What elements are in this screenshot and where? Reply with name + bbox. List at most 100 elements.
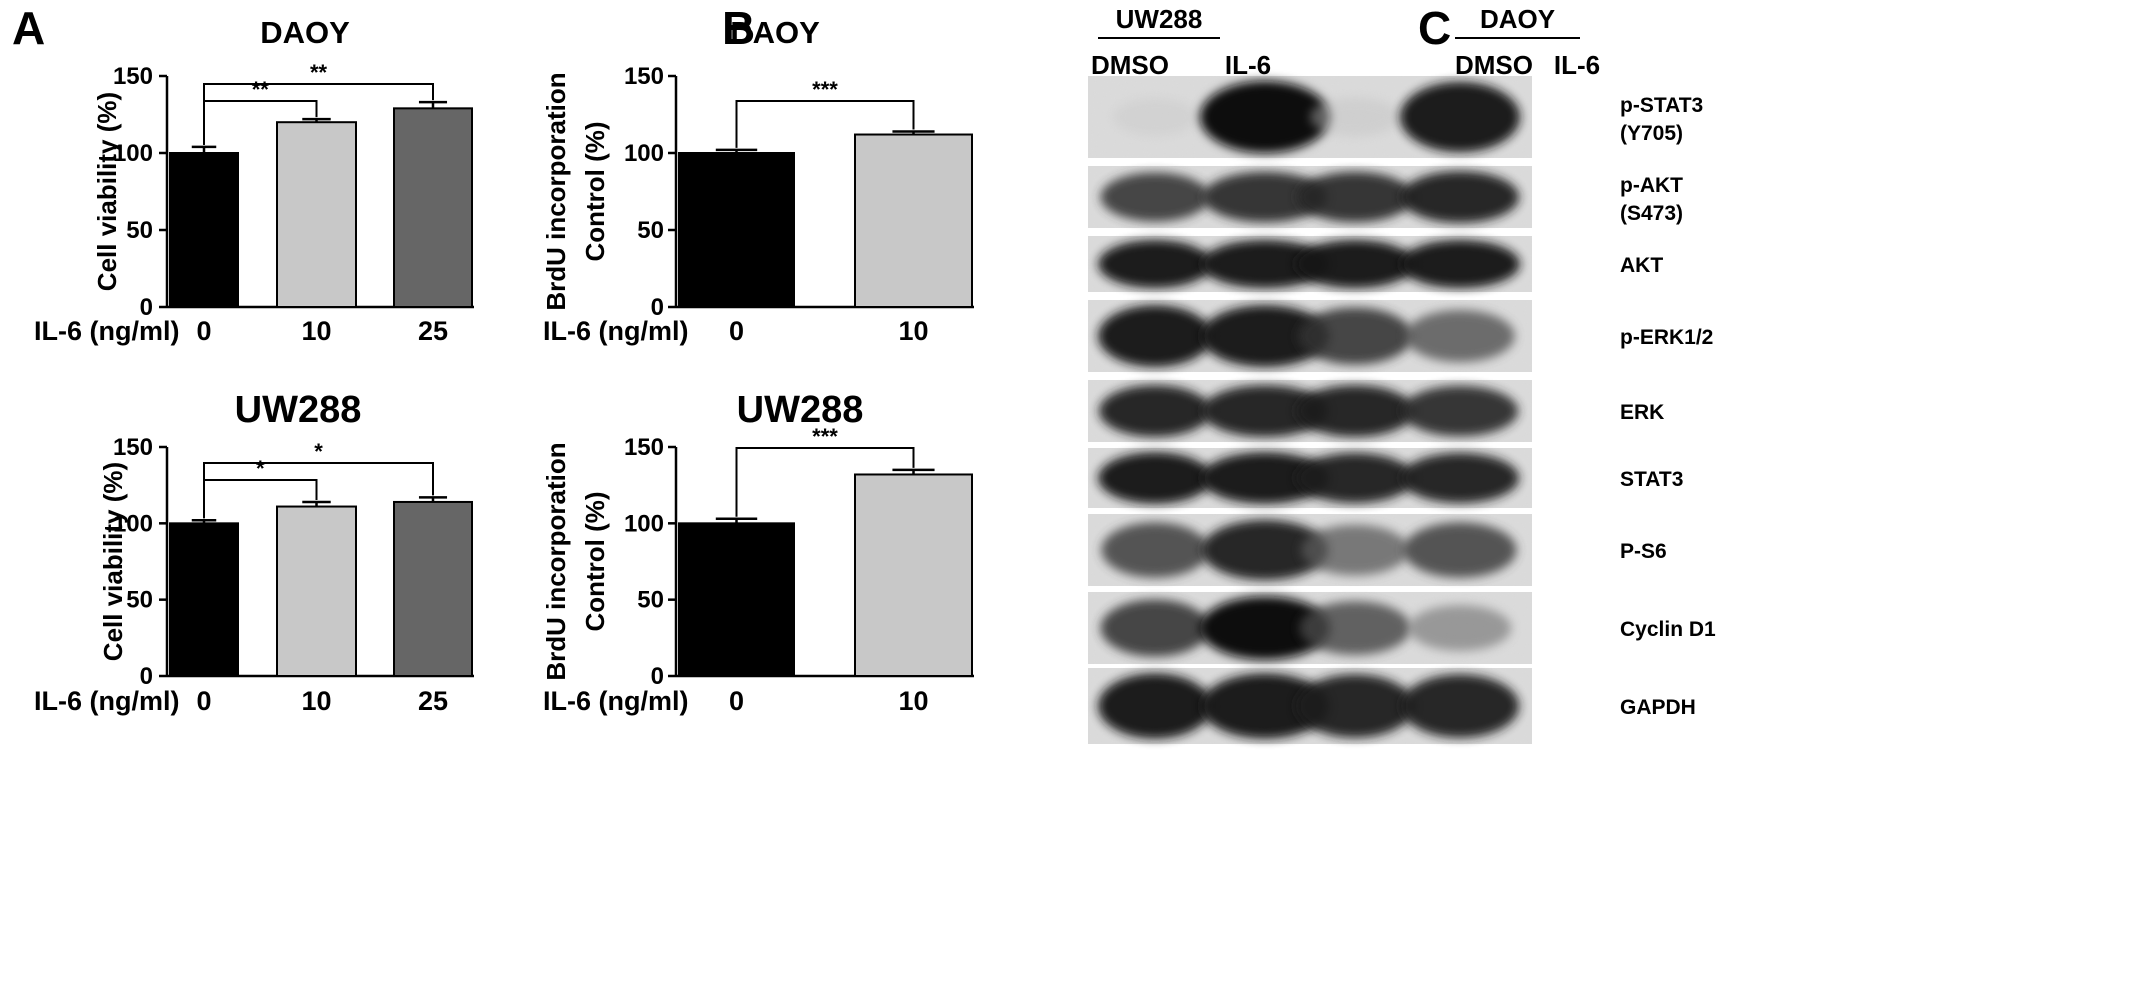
blot-row-label: p-AKT	[1620, 174, 1683, 197]
y-tick-label: 100	[624, 510, 664, 537]
bar-10	[276, 121, 357, 308]
category-label: 0	[729, 686, 744, 716]
blot-band	[1200, 305, 1330, 367]
significance-label: ***	[812, 77, 838, 102]
blot-band	[1400, 452, 1520, 504]
blot-band	[1296, 171, 1414, 223]
bar-10	[854, 133, 973, 308]
lane-label: IL-6	[1225, 50, 1271, 80]
blot-row: p-ERK1/2	[1088, 300, 1713, 372]
blot-band	[1112, 98, 1198, 136]
blot-row: Cyclin D1	[1088, 592, 1716, 664]
blot-band	[1202, 171, 1328, 223]
y-tick-label: 0	[140, 663, 153, 690]
y-tick-label: 150	[113, 63, 153, 90]
significance-label: **	[310, 60, 328, 85]
y-tick-label: 50	[126, 217, 153, 244]
blot-band	[1301, 524, 1409, 576]
y-axis-title: Cell viability (%)	[92, 92, 122, 291]
blot-band	[1100, 599, 1210, 657]
blot-band	[1100, 172, 1210, 222]
category-label: 25	[418, 686, 448, 716]
category-label: 0	[196, 316, 211, 346]
blot-band	[1199, 80, 1331, 154]
chart-title: UW288	[235, 389, 362, 431]
chart-title: DAOY	[260, 15, 350, 50]
x-axis-title: IL-6 (ng/ml)	[543, 686, 688, 716]
blot-band	[1294, 239, 1416, 289]
y-tick-label: 50	[637, 587, 664, 614]
blot-band	[1201, 519, 1329, 581]
bar-0	[678, 152, 795, 308]
bar-0	[678, 522, 795, 677]
blot-band	[1295, 674, 1415, 738]
bar-0	[169, 522, 239, 677]
y-axis-title-line-2: Control (%)	[580, 121, 610, 261]
bar-25	[393, 107, 473, 308]
category-label: 10	[301, 686, 331, 716]
blot-row-label: Cyclin D1	[1620, 618, 1716, 641]
blot-row: ERK	[1088, 380, 1664, 442]
significance-bracket	[203, 462, 434, 519]
blot-row: STAT3	[1088, 448, 1683, 508]
y-tick-label: 100	[113, 140, 153, 167]
lane-label: IL-6	[1554, 50, 1600, 80]
blot-band	[1098, 239, 1212, 289]
blot-row: AKT	[1088, 236, 1663, 292]
y-axis-title-line-1: BrdU incorporation	[541, 72, 571, 310]
blot-row-label: GAPDH	[1620, 696, 1696, 719]
panel-letter-a: A	[12, 2, 45, 54]
blot-band	[1399, 239, 1521, 289]
blot-row-label: p-STAT3	[1620, 94, 1703, 117]
y-tick-label: 100	[113, 510, 153, 537]
blot-row-label: p-ERK1/2	[1620, 326, 1713, 349]
y-tick-label: 150	[113, 434, 153, 461]
bar-10	[276, 505, 357, 678]
panel-letter-c: C	[1418, 2, 1451, 54]
significance-label: *	[314, 439, 323, 464]
blot-band	[1408, 605, 1512, 651]
blot-band	[1098, 673, 1212, 739]
blot-band	[1200, 673, 1330, 739]
x-axis-title: IL-6 (ng/ml)	[34, 316, 179, 346]
category-label: 10	[898, 686, 928, 716]
panel-letter-b: B	[722, 2, 755, 54]
category-label: 0	[196, 686, 211, 716]
blot-band	[1200, 452, 1330, 504]
lane-label: DMSO	[1091, 50, 1169, 80]
bar-10	[854, 473, 973, 678]
blot-band	[1295, 385, 1415, 437]
y-tick-label: 0	[140, 294, 153, 321]
blot-row-label-line-2: (Y705)	[1620, 122, 1683, 145]
blot-row: GAPDH	[1088, 668, 1696, 744]
lane-group-0: UW288 DMSO IL-6	[1091, 4, 1271, 80]
y-tick-label: 50	[126, 587, 153, 614]
lane-group-1: DAOY DMSO IL-6	[1455, 4, 1600, 80]
y-tick-label: 150	[624, 63, 664, 90]
blot-band	[1299, 601, 1411, 655]
bar-25	[393, 500, 473, 677]
y-tick-label: 50	[637, 217, 664, 244]
lane-label: DMSO	[1455, 50, 1533, 80]
y-axis-title-line-1: BrdU incorporation	[541, 442, 571, 680]
blot-band	[1401, 385, 1519, 437]
bar-0	[169, 152, 239, 308]
blot-band	[1101, 522, 1209, 578]
blot-row: p-AKT (S473)	[1088, 166, 1683, 228]
blot-band	[1295, 452, 1415, 504]
x-axis-title: IL-6 (ng/ml)	[543, 316, 688, 346]
blot-row-label: P-S6	[1620, 540, 1667, 563]
significance-label: ***	[812, 424, 838, 449]
blot-band	[1400, 674, 1520, 738]
blot-band	[1098, 385, 1212, 437]
blot-band	[1297, 307, 1413, 365]
significance-label: **	[252, 77, 270, 102]
y-axis-title: Cell viability (%)	[98, 462, 128, 661]
category-label: 0	[729, 316, 744, 346]
